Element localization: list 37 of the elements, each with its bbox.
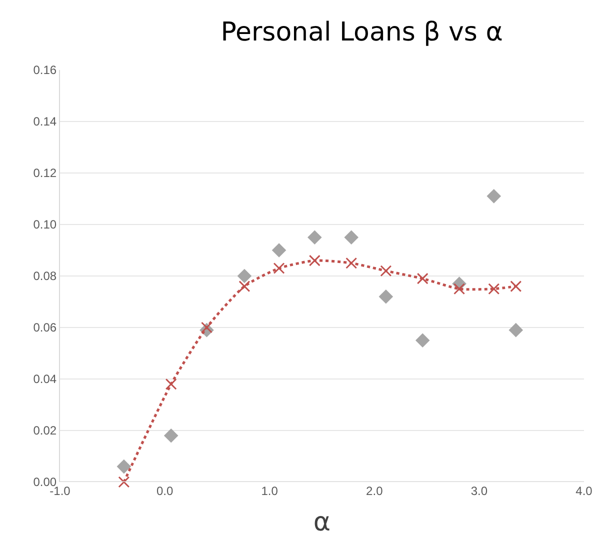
point bbox=[346, 257, 358, 269]
point bbox=[237, 268, 252, 284]
point bbox=[116, 459, 132, 474]
point bbox=[200, 322, 212, 334]
point bbox=[486, 189, 502, 204]
y-tick-label: 0.02 bbox=[33, 424, 57, 438]
x-tick-label: 3.0 bbox=[470, 484, 488, 498]
point bbox=[238, 280, 250, 292]
x-tick-label: 1.0 bbox=[261, 484, 278, 498]
y-tick-label: 0.12 bbox=[33, 166, 57, 180]
y-tick-label: 0.08 bbox=[33, 269, 57, 284]
y-tick-label: 0.06 bbox=[33, 320, 57, 335]
point bbox=[165, 378, 177, 390]
point bbox=[488, 283, 500, 295]
point bbox=[344, 230, 358, 245]
point bbox=[164, 428, 178, 443]
x-tick-label: 4.0 bbox=[576, 484, 593, 498]
point bbox=[380, 265, 392, 277]
x-tick-label: 2.0 bbox=[366, 484, 384, 498]
point bbox=[510, 280, 522, 292]
point bbox=[415, 333, 430, 348]
point bbox=[308, 254, 320, 266]
point bbox=[378, 289, 394, 304]
point bbox=[273, 262, 285, 274]
point bbox=[454, 283, 466, 295]
point bbox=[272, 243, 286, 258]
point bbox=[308, 230, 322, 245]
point bbox=[416, 272, 428, 284]
x-axis-title: α bbox=[313, 508, 331, 538]
y-tick-label: 0.10 bbox=[33, 218, 57, 232]
y-tick-label: 0.16 bbox=[33, 63, 57, 78]
point bbox=[508, 322, 524, 338]
y-tick-label: 0.04 bbox=[33, 372, 57, 386]
chart-title: Personal Loans β vs α bbox=[220, 17, 503, 48]
y-tick-label: 0.14 bbox=[33, 114, 57, 129]
point bbox=[118, 476, 130, 488]
x-tick-label: 0.0 bbox=[156, 484, 174, 498]
